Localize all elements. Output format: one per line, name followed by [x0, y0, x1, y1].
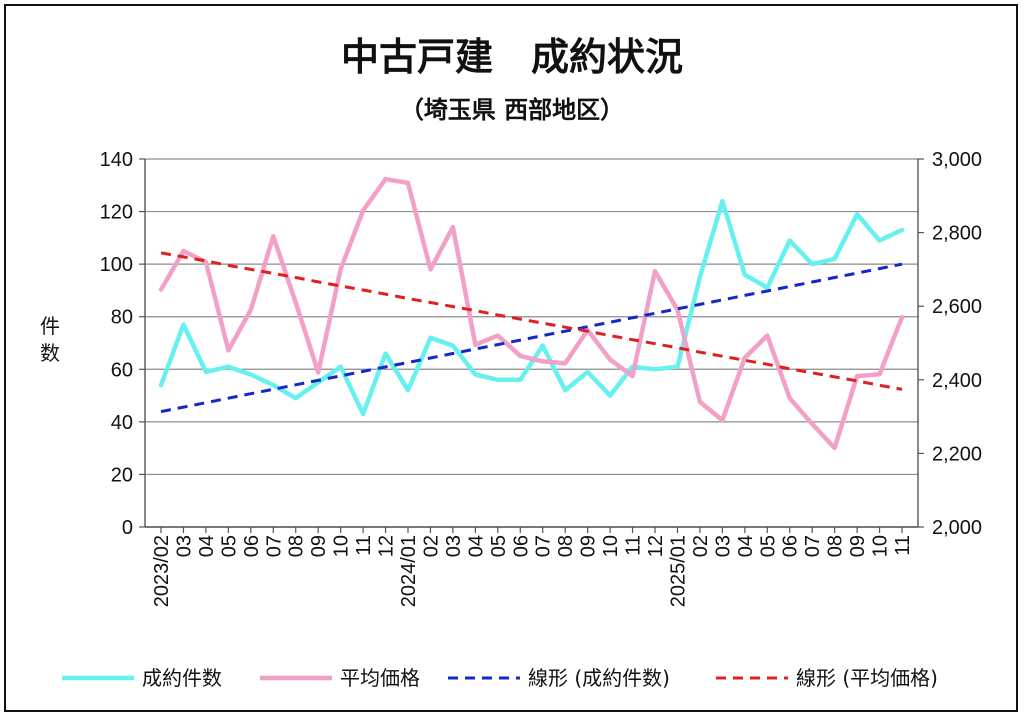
left-tick-label: 140 [100, 149, 133, 171]
x-tick-label: 03 [173, 535, 195, 557]
y-axis-label-char: 件 [40, 314, 60, 338]
left-tick-label: 100 [100, 254, 133, 276]
x-tick-label: 09 [308, 535, 330, 557]
x-tick-label: 07 [802, 535, 824, 557]
x-tick-label: 09 [578, 535, 600, 557]
left-tick-label: 40 [111, 412, 133, 434]
x-tick-label: 11 [623, 535, 645, 556]
x-tick-label: 04 [735, 535, 757, 557]
x-tick-label: 03 [712, 535, 734, 557]
x-tick-label: 11 [892, 535, 914, 556]
x-tick-label: 07 [533, 535, 555, 557]
x-tick-label: 08 [825, 535, 847, 557]
x-tick-label: 10 [600, 535, 622, 557]
series-lines [158, 176, 905, 451]
x-tick-label: 06 [241, 535, 263, 557]
x-tick-label: 05 [757, 535, 779, 557]
legend-label: 成約件数 [142, 666, 222, 690]
x-tick-label: 02 [420, 535, 442, 557]
series-line-線形 (成約件数) [160, 262, 903, 414]
x-tick-label: 05 [488, 535, 510, 557]
legend: 成約件数 平均価格 線形 (成約件数) 線形 (平均価格) [62, 666, 938, 690]
x-tick-label: 12 [376, 535, 398, 557]
left-tick-label: 20 [111, 464, 133, 486]
chart-title: 中古戸建 成約状況 [341, 35, 683, 79]
x-tick-label: 02 [690, 535, 712, 557]
x-tick-label: 05 [218, 535, 240, 557]
chart-subtitle: （埼玉県 西部地区） [400, 96, 624, 124]
gridlines [145, 158, 918, 528]
legend-label: 線形 (平均価格) [796, 666, 938, 690]
x-tick-label: 04 [196, 535, 218, 557]
right-tick-label: 2,600 [932, 296, 982, 318]
y-axis-label: 件数 [40, 314, 60, 365]
series-line-平均価格 [158, 176, 905, 451]
right-tick-label: 2,800 [932, 223, 982, 245]
x-tick-label: 12 [645, 535, 667, 557]
left-tick-label: 120 [100, 202, 133, 224]
legend-label: 線形 (成約件数) [528, 666, 670, 690]
x-tick-label: 2025/01 [667, 535, 689, 607]
x-tick-label: 08 [286, 535, 308, 557]
left-tick-label: 60 [111, 359, 133, 381]
x-tick-label: 11 [353, 535, 375, 556]
x-tick-label: 06 [510, 535, 532, 557]
right-tick-label: 3,000 [932, 149, 982, 171]
y-axis-label-char: 数 [40, 341, 60, 365]
right-tick-label: 2,000 [932, 517, 982, 539]
x-tick-label: 07 [263, 535, 285, 557]
series-line-成約件数 [158, 198, 905, 417]
right-tick-label: 2,400 [932, 370, 982, 392]
legend-label: 平均価格 [340, 666, 420, 690]
x-tick-label: 10 [870, 535, 892, 557]
left-tick-label: 80 [111, 307, 133, 329]
series-line-線形 (平均価格) [160, 251, 903, 391]
left-axis: 0 20 40 60 80 100 120 140 [100, 149, 146, 539]
x-tick-label: 10 [331, 535, 353, 557]
right-axis: 2,000 2,200 2,400 2,600 2,800 3,000 [917, 149, 982, 539]
x-tick-label: 06 [780, 535, 802, 557]
x-tick-label: 08 [555, 535, 577, 557]
x-tick-label: 09 [847, 535, 869, 557]
left-tick-label: 0 [122, 517, 133, 539]
right-tick-label: 2,200 [932, 443, 982, 465]
x-tick-label: 2023/02 [151, 535, 173, 607]
x-tick-label: 2024/01 [398, 535, 420, 607]
x-tick-label: 04 [465, 535, 487, 557]
x-axis: 2023/02 03 04 05 06 07 08 09 10 11 12 2024/01 02 03 04… [145, 526, 918, 607]
x-tick-label: 03 [443, 535, 465, 557]
